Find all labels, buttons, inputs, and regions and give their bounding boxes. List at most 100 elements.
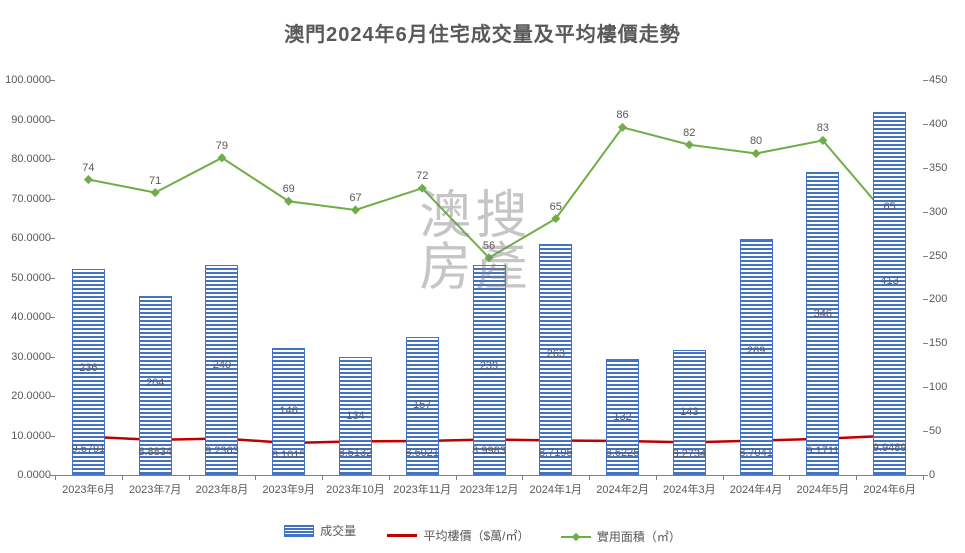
area-value-label: 86: [608, 109, 638, 121]
y1-tick-label: 90.0000: [3, 114, 51, 126]
x-category-label: 2023年7月: [129, 481, 182, 497]
bar-value-label: 346: [803, 308, 843, 320]
area-value-label: 71: [140, 175, 170, 187]
bar-value-label: 143: [669, 406, 709, 418]
bar: [873, 112, 906, 475]
x-category-label: 2024年6月: [863, 481, 916, 497]
y2-tick-label: 350: [929, 162, 965, 174]
y2-tick: [923, 256, 928, 257]
y1-tick: [50, 396, 55, 397]
y2-tick-label: 450: [929, 74, 965, 86]
legend-label-price: 平均樓價（$萬/㎡）: [423, 527, 529, 544]
price-value-label: 9.9489: [865, 442, 915, 454]
x-tick: [389, 475, 390, 480]
x-tick: [55, 475, 56, 480]
price-value-label: 9.6791: [63, 443, 113, 455]
area-value-label: 65: [541, 201, 571, 213]
area-value-label: 79: [207, 140, 237, 152]
area-value-label: 80: [741, 135, 771, 147]
y2-tick: [923, 212, 928, 213]
x-category-label: 2024年1月: [529, 481, 582, 497]
legend: 成交量 平均樓價（$萬/㎡） 實用面積（㎡）: [0, 522, 965, 545]
y1-tick: [50, 278, 55, 279]
y1-tick-label: 40.0000: [3, 311, 51, 323]
area-value-label: 65: [875, 201, 905, 213]
legend-swatch-bars: [284, 525, 314, 537]
y2-tick: [923, 168, 928, 169]
y1-tick-label: 100.0000: [3, 74, 51, 86]
bar: [806, 172, 839, 475]
y2-tick-label: 300: [929, 206, 965, 218]
legend-item-area: 實用面積（㎡）: [561, 528, 681, 545]
price-value-label: 8.1015: [264, 449, 314, 461]
y2-tick: [923, 431, 928, 432]
bar-value-label: 413: [870, 275, 910, 287]
legend-label-bars: 成交量: [320, 522, 356, 539]
legend-item-bars: 成交量: [284, 522, 356, 539]
x-category-label: 2024年2月: [596, 481, 649, 497]
y1-tick: [50, 199, 55, 200]
price-value-label: 8.2734: [664, 448, 714, 460]
y1-tick: [50, 80, 55, 81]
y1-tick-label: 80.0000: [3, 153, 51, 165]
bar-value-label: 263: [536, 348, 576, 360]
y2-tick-label: 150: [929, 337, 965, 349]
chart-title: 澳門2024年6月住宅成交量及平均樓價走勢: [0, 18, 965, 47]
y2-tick-label: 400: [929, 118, 965, 130]
y2-tick-label: 100: [929, 381, 965, 393]
y2-tick-label: 250: [929, 250, 965, 262]
y1-tick-label: 0.0000: [3, 469, 51, 481]
y1-tick: [50, 159, 55, 160]
price-value-label: 8.6021: [397, 447, 447, 459]
x-tick: [456, 475, 457, 480]
price-value-label: 8.7195: [531, 447, 581, 459]
x-category-label: 2023年10月: [326, 481, 385, 497]
y1-tick: [50, 120, 55, 121]
x-category-label: 2023年9月: [262, 481, 315, 497]
chart-container: 澳門2024年6月住宅成交量及平均樓價走勢 成交量 平均樓價（$萬/㎡） 實用面…: [0, 0, 965, 553]
x-tick: [656, 475, 657, 480]
bar-value-label: 240: [202, 359, 242, 371]
area-value-label: 67: [340, 192, 370, 204]
y1-tick-label: 70.0000: [3, 193, 51, 205]
bar-value-label: 269: [736, 345, 776, 357]
area-value-label: 72: [407, 170, 437, 182]
x-tick: [856, 475, 857, 480]
price-value-label: 9.2363: [197, 445, 247, 457]
y1-tick: [50, 436, 55, 437]
area-value-label: 83: [808, 122, 838, 134]
bar-value-label: 239: [469, 360, 509, 372]
price-value-label: 8.7041: [731, 447, 781, 459]
x-tick: [122, 475, 123, 480]
price-value-label: 9.1711: [798, 445, 848, 457]
x-tick: [189, 475, 190, 480]
x-category-label: 2023年8月: [196, 481, 249, 497]
y2-tick-label: 200: [929, 293, 965, 305]
y2-tick: [923, 299, 928, 300]
x-tick: [255, 475, 256, 480]
bar-value-label: 134: [335, 410, 375, 422]
price-value-label: 8.8834: [130, 446, 180, 458]
y1-tick-label: 20.0000: [3, 390, 51, 402]
x-tick: [522, 475, 523, 480]
x-tick: [322, 475, 323, 480]
y1-tick-label: 60.0000: [3, 232, 51, 244]
y2-tick-label: 50: [929, 425, 965, 437]
x-category-label: 2024年5月: [797, 481, 850, 497]
x-tick: [723, 475, 724, 480]
y1-tick: [50, 317, 55, 318]
bar-value-label: 204: [135, 377, 175, 389]
price-value-label: 8.6225: [598, 447, 648, 459]
x-tick: [789, 475, 790, 480]
x-category-label: 2024年3月: [663, 481, 716, 497]
area-value-label: 74: [73, 162, 103, 174]
y1-tick: [50, 238, 55, 239]
plot-area: [55, 80, 923, 476]
area-value-label: 56: [474, 240, 504, 252]
x-tick: [589, 475, 590, 480]
y1-tick-label: 30.0000: [3, 351, 51, 363]
x-category-label: 2023年6月: [62, 481, 115, 497]
y2-tick: [923, 124, 928, 125]
y1-tick-label: 50.0000: [3, 272, 51, 284]
area-value-label: 82: [674, 127, 704, 139]
